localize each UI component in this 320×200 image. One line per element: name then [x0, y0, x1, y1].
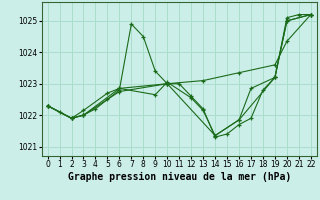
X-axis label: Graphe pression niveau de la mer (hPa): Graphe pression niveau de la mer (hPa) [68, 172, 291, 182]
